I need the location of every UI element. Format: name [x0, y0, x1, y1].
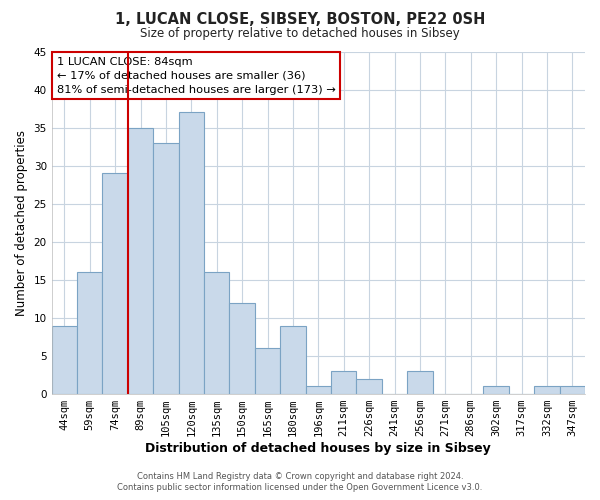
Bar — [229, 302, 255, 394]
Text: 1 LUCAN CLOSE: 84sqm
← 17% of detached houses are smaller (36)
81% of semi-detac: 1 LUCAN CLOSE: 84sqm ← 17% of detached h… — [57, 56, 336, 94]
Bar — [331, 371, 356, 394]
Text: Size of property relative to detached houses in Sibsey: Size of property relative to detached ho… — [140, 28, 460, 40]
Text: 1, LUCAN CLOSE, SIBSEY, BOSTON, PE22 0SH: 1, LUCAN CLOSE, SIBSEY, BOSTON, PE22 0SH — [115, 12, 485, 28]
Bar — [356, 379, 382, 394]
Bar — [103, 174, 128, 394]
Bar — [305, 386, 331, 394]
Y-axis label: Number of detached properties: Number of detached properties — [15, 130, 28, 316]
Bar — [77, 272, 103, 394]
Bar — [153, 143, 179, 394]
Bar — [280, 326, 305, 394]
Bar — [52, 326, 77, 394]
Bar — [534, 386, 560, 394]
X-axis label: Distribution of detached houses by size in Sibsey: Distribution of detached houses by size … — [145, 442, 491, 455]
Text: Contains HM Land Registry data © Crown copyright and database right 2024.
Contai: Contains HM Land Registry data © Crown c… — [118, 472, 482, 492]
Bar — [255, 348, 280, 394]
Bar — [204, 272, 229, 394]
Bar — [484, 386, 509, 394]
Bar — [128, 128, 153, 394]
Bar — [560, 386, 585, 394]
Bar — [179, 112, 204, 394]
Bar — [407, 371, 433, 394]
